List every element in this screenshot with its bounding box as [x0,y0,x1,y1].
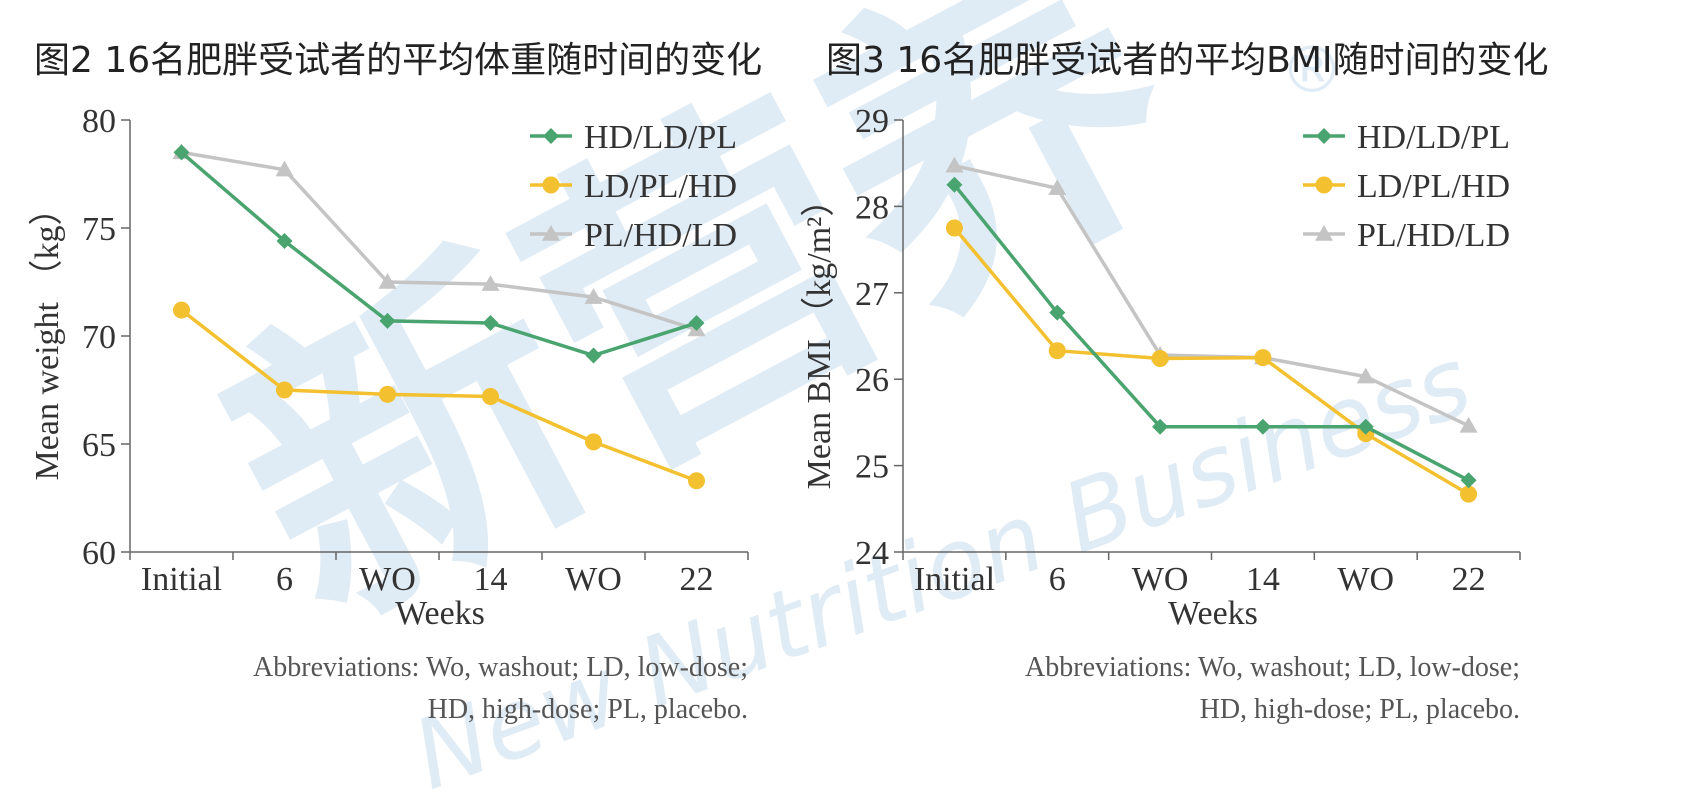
data-point [946,176,963,193]
y-tick-label: 70 [82,319,116,356]
data-point [173,301,190,319]
x-tick-label: WO [1132,561,1189,598]
legend-label: HD/LD/PL [1357,119,1510,156]
legend-marker [1315,225,1333,241]
y-tick-label: 25 [855,449,889,486]
y-tick-label: 27 [855,276,889,313]
y-tick-label: 28 [855,189,889,226]
x-tick-label: 14 [474,561,508,598]
x-tick-label: 22 [680,561,714,598]
series-ld-pl-hd [173,301,705,490]
data-point [378,273,397,289]
x-tick-label: WO [565,561,622,598]
data-point [379,312,396,329]
y-tick-label: 24 [855,535,889,572]
data-point [585,347,602,364]
x-tick-label: WO [359,561,416,598]
series-line [953,226,1470,496]
data-point [1048,179,1067,196]
data-point [688,472,705,490]
data-point [379,385,396,403]
abbreviations-note: Abbreviations: Wo, washout; LD, low-dose… [253,652,748,683]
y-tick-label: 29 [855,103,889,140]
legend-marker [1316,128,1332,144]
x-tick-label: 6 [1049,561,1066,598]
data-point [1152,418,1169,435]
data-point [481,275,500,291]
y-tick-label: 60 [82,535,116,572]
data-point [585,433,602,451]
legend-label: LD/PL/HD [584,168,737,205]
data-point [1357,418,1374,435]
legend-marker [542,176,560,194]
legend-label: PL/HD/LD [1357,217,1510,254]
legend-label: HD/LD/PL [584,119,737,156]
chart-bmi: 图3 16名肥胖受试者的平均BMI随时间的变化 24 25 26 27 28 29 Initi… [800,40,1549,725]
data-point [275,160,294,177]
data-point [1048,342,1066,360]
y-tick-label: 65 [82,427,116,464]
x-axis-label: Weeks [395,595,485,632]
y-axis-label: Mean weight （kg） [28,192,66,481]
x-tick-label: 14 [1246,561,1280,598]
y-tick-label: 26 [855,362,889,399]
x-tick-label: 6 [276,561,293,598]
data-point [276,381,293,399]
data-point [1356,367,1375,384]
series-line [180,151,698,358]
chart-title: 图3 16名肥胖受试者的平均BMI随时间的变化 [826,40,1549,81]
abbreviations-note: HD, high-dose; PL, placebo. [1200,694,1520,725]
series-hd-ld-pl [946,176,1477,489]
x-tick-label: WO [1337,561,1394,598]
data-point [688,315,705,332]
data-point [1151,349,1169,367]
x-tick-label: Initial [141,561,222,598]
x-tick-label: Initial [914,561,995,598]
legend-label: LD/PL/HD [1357,168,1510,205]
y-tick-label: 80 [82,103,116,140]
data-point [482,387,499,405]
data-point [482,315,499,332]
data-point [173,144,190,161]
series-ld-pl-hd [945,219,1478,503]
legend-label: PL/HD/LD [584,217,737,254]
series-line [953,183,1470,482]
x-axis-label: Weeks [1168,595,1258,632]
legend: HD/LD/PL LD/PL/HD PL/HD/LD [530,119,737,254]
data-point [1254,418,1271,435]
abbreviations-note: Abbreviations: Wo, washout; LD, low-dose… [1025,652,1520,683]
data-point [1049,304,1066,321]
legend-marker [1315,176,1333,194]
data-point [1460,485,1478,503]
chart-title: 图2 16名肥胖受试者的平均体重随时间的变化 [34,40,762,81]
x-tick-label: 22 [1452,561,1486,598]
series-line [181,150,698,332]
data-point [945,156,964,173]
y-tick-label: 75 [82,211,116,248]
chart-weight: 图2 16名肥胖受试者的平均体重随时间的变化 60 65 70 75 80 Initial 6… [28,40,762,725]
abbreviations-note: HD, high-dose; PL, placebo. [428,694,748,725]
data-point [945,219,963,237]
data-point [1460,472,1477,489]
data-point [276,232,293,249]
legend: HD/LD/PL LD/PL/HD PL/HD/LD [1303,119,1510,254]
data-point [584,288,603,304]
series-hd-ld-pl [173,144,705,364]
data-point [1459,416,1478,433]
legend-marker [543,128,559,144]
watermark-registered-mark: ® [1280,34,1344,108]
y-axis-label: Mean BMI （kg/m²） [800,183,838,490]
legend-marker [542,225,560,241]
series-line [180,308,698,483]
data-point [1254,349,1272,367]
